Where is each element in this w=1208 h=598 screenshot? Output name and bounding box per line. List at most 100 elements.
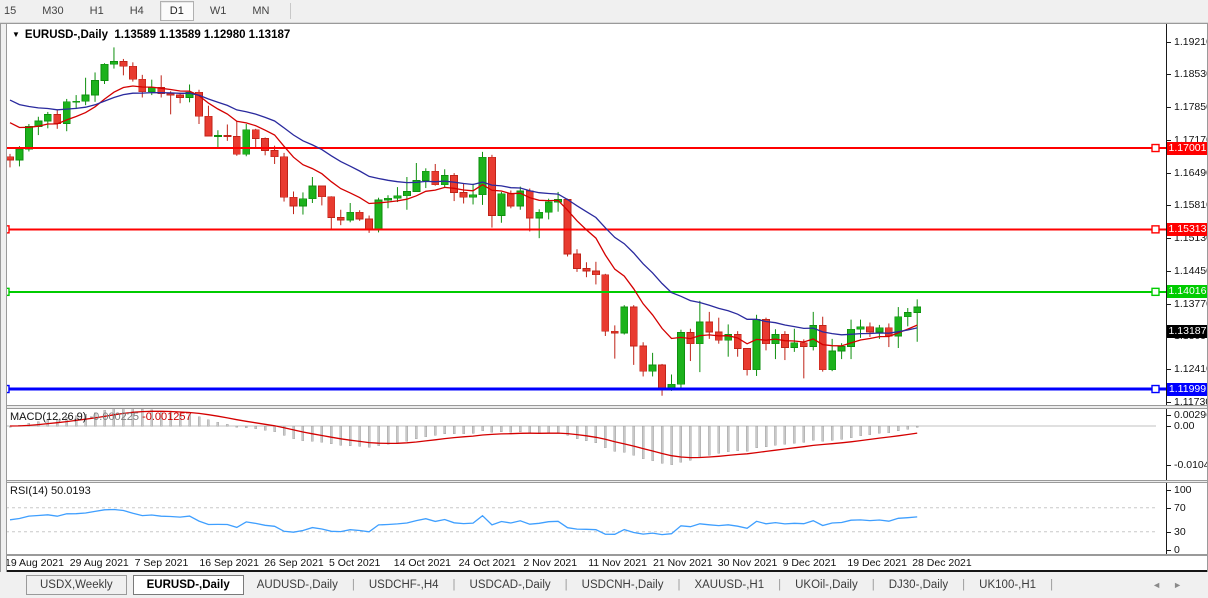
tab-separator: | [351, 579, 355, 591]
date-label: 11 Nov 2021 [588, 557, 647, 569]
date-label: 30 Nov 2021 [717, 557, 778, 569]
chart-title: ▼ EURUSD-,Daily 1.13589 1.13589 1.12980 1… [12, 29, 290, 41]
tab-separator: | [871, 579, 875, 591]
price-axis[interactable]: 1.192101.185301.178501.171701.164901.158… [1166, 24, 1208, 556]
date-label: 21 Nov 2021 [653, 557, 713, 569]
tab-audusd-[interactable]: AUDUSD-,Daily [256, 579, 338, 591]
level-price-chip: 1.15313 [1167, 222, 1208, 236]
tab-separator: | [452, 579, 456, 591]
tab-usdchf-[interactable]: USDCHF-,H4 [368, 579, 439, 591]
tab-separator: | [1050, 579, 1054, 591]
toolbar-separator [290, 3, 292, 19]
tab-separator: | [962, 579, 966, 591]
date-label: 19 Aug 2021 [5, 557, 64, 569]
tab-dj30-[interactable]: DJ30-,Daily [888, 579, 949, 591]
price-tick [1167, 303, 1171, 305]
tab-uk100-[interactable]: UK100-,H1 [979, 579, 1037, 591]
main-chart-canvas[interactable] [0, 24, 1166, 405]
rsi-tick-label: 100 [1174, 483, 1192, 496]
rsi-tick [1167, 531, 1171, 533]
date-label: 7 Sep 2021 [134, 557, 189, 569]
macd-tick-label: -0.01042 [1174, 459, 1208, 471]
timeframe-button-m30[interactable]: M30 [42, 5, 64, 17]
level-price-chip: 1.14016 [1167, 285, 1208, 299]
macd-tick-label: 0.00 [1174, 420, 1195, 432]
level-price-chip: 1.11999 [1167, 382, 1208, 396]
date-label: 14 Oct 2021 [393, 557, 452, 569]
axis-divider [0, 554, 1208, 556]
window-left-inner-edge [6, 24, 7, 572]
tab-ukoil-[interactable]: UKOil-,Daily [795, 579, 858, 591]
tab-separator: | [677, 579, 681, 591]
date-label: 9 Dec 2021 [782, 557, 837, 569]
date-label: 2 Nov 2021 [523, 557, 578, 569]
tab-scroll-right-icon[interactable]: ► [1173, 580, 1194, 590]
price-tick [1167, 107, 1171, 109]
tab-scroll-left-icon[interactable]: ◄ [1152, 580, 1174, 590]
price-tick-label: 1.18530 [1174, 68, 1208, 81]
date-label: 24 Oct 2021 [458, 557, 516, 569]
timeframe-button-15[interactable]: 15 [4, 5, 17, 17]
date-label: 5 Oct 2021 [329, 557, 381, 569]
date-label: 28 Dec 2021 [912, 557, 972, 569]
price-tick [1167, 172, 1171, 174]
timeframe-toolbar: 15 M30 H1 H4 D1 W1 MN [0, 0, 1208, 23]
price-tick-label: 1.11730 [1174, 395, 1208, 408]
tab-usdx[interactable]: USDX,Weekly [26, 575, 127, 595]
rsi-tick [1167, 549, 1171, 551]
price-tick-label: 1.17850 [1174, 101, 1208, 114]
price-tick [1167, 369, 1171, 371]
date-label: 29 Aug 2021 [69, 557, 129, 569]
tab-separator: | [564, 579, 568, 591]
timeframe-button-mn[interactable]: MN [252, 5, 270, 17]
time-axis[interactable]: 19 Aug 2021 29 Aug 2021 7 Sep 2021 16 Sep 2… [0, 556, 1208, 570]
chart-symbol-label: EURUSD-,Daily [24, 29, 108, 41]
tab-usdcnh-[interactable]: USDCNH-,Daily [581, 579, 664, 591]
price-tick [1167, 205, 1171, 207]
tab-xauusd-[interactable]: XAUUSD-,H1 [694, 579, 765, 591]
window-edge-fill [1, 24, 6, 572]
macd-tick [1167, 414, 1171, 416]
price-tick-label: 1.15810 [1174, 199, 1208, 212]
tab-scroll-arrows: ◄► [1152, 580, 1194, 590]
chart-tab-bar: USDX,Weekly EURUSD-,Daily AUDUSD-,Daily | US… [0, 572, 1208, 598]
bid-price-chip: 1.13187 [1167, 325, 1208, 339]
symbol-dropdown-icon[interactable]: ▼ [12, 30, 20, 39]
macd-pane[interactable]: MACD(12,26,9) -0.000225 -0.001257 [0, 409, 1166, 480]
window-bottom-border [0, 570, 1208, 572]
timeframe-button-h4[interactable]: H4 [129, 5, 144, 17]
price-tick [1167, 401, 1171, 403]
rsi-tick-label: 30 [1174, 525, 1186, 538]
price-pane[interactable]: ▼ EURUSD-,Daily 1.13589 1.13589 1.12980 1… [0, 24, 1166, 405]
tab-usdcad-[interactable]: USDCAD-,Daily [469, 579, 551, 591]
macd-canvas[interactable] [0, 409, 1166, 480]
date-label: 26 Sep 2021 [264, 557, 324, 569]
macd-tick [1167, 426, 1171, 427]
macd-tick-label: 0.002966 [1174, 408, 1208, 421]
window-left-edge [0, 24, 1, 572]
chart-ohlc-values: 1.13589 1.13589 1.12980 1.13187 [114, 29, 291, 41]
tab-eurusd-[interactable]: EURUSD-,Daily [132, 575, 244, 595]
price-tick [1167, 238, 1171, 240]
price-tick [1167, 74, 1171, 76]
pane-splitter-macd[interactable] [0, 405, 1208, 409]
chart-window: ▼ EURUSD-,Daily 1.13589 1.13589 1.12980 1… [0, 23, 1208, 572]
rsi-tick-label: 70 [1174, 501, 1186, 514]
price-tick [1167, 139, 1171, 141]
price-tick-label: 1.12410 [1174, 363, 1208, 376]
rsi-canvas[interactable] [0, 483, 1166, 554]
timeframe-button-d1[interactable]: D1 [159, 1, 194, 21]
date-label: 19 Dec 2021 [847, 557, 907, 569]
timeframe-button-w1[interactable]: W1 [209, 5, 227, 17]
price-tick-label: 1.13770 [1174, 297, 1208, 310]
macd-tick [1167, 465, 1171, 466]
price-tick-label: 1.16490 [1174, 166, 1208, 179]
price-tick-label: 1.14450 [1174, 264, 1208, 277]
rsi-tick-label: 0 [1174, 543, 1180, 556]
pane-splitter-rsi[interactable] [0, 480, 1208, 483]
rsi-pane[interactable]: RSI(14) 50.0193 [0, 483, 1166, 554]
timeframe-button-h1[interactable]: H1 [89, 5, 104, 17]
price-tick-label: 1.19210 [1174, 35, 1208, 48]
level-price-chip: 1.17001 [1167, 141, 1208, 155]
